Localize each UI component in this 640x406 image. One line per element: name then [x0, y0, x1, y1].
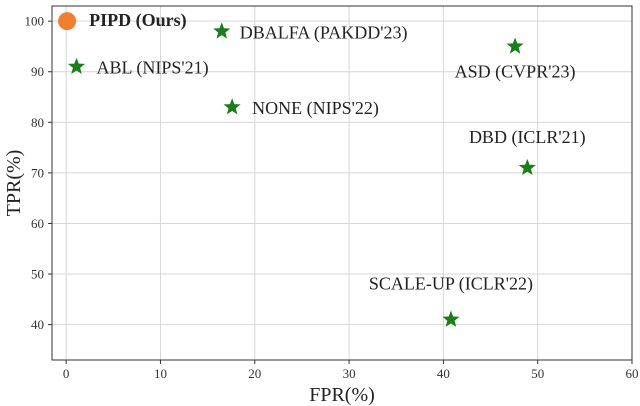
y-tick-label: 90 — [31, 64, 44, 79]
point-scale-up-iclr-22 — [442, 310, 460, 327]
x-tick-label: 40 — [437, 366, 450, 381]
point-dbalfa-pakdd-23 — [213, 22, 231, 39]
label-none-nips-22: NONE (NIPS'22) — [252, 98, 379, 119]
label-dbd-iclr-21: DBD (ICLR'21) — [469, 127, 586, 148]
y-tick-label: 70 — [31, 165, 44, 180]
y-axis-label: TPR(%) — [3, 150, 25, 217]
data-points — [58, 12, 536, 327]
x-tick-label: 0 — [63, 366, 70, 381]
point-abl-nips-21 — [67, 57, 86, 74]
point-labels: PIPD (Ours) DBALFA (PAKDD'23) ABL (NIPS'21… — [89, 10, 586, 294]
y-tick-label: 60 — [31, 216, 44, 231]
x-tick-label: 30 — [343, 366, 356, 381]
point-none-nips-22 — [223, 98, 241, 115]
label-scale-up-iclr-22: SCALE-UP (ICLR'22) — [369, 274, 533, 295]
y-tick-label: 40 — [31, 317, 44, 332]
y-axis-ticks: 40 50 60 70 80 90 100 — [25, 14, 52, 332]
x-tick-label: 60 — [626, 366, 639, 381]
x-tick-label: 10 — [154, 366, 167, 381]
label-dbalfa-pakdd-23: DBALFA (PAKDD'23) — [240, 22, 408, 43]
label-asd-cvpr-23: ASD (CVPR'23) — [455, 61, 576, 82]
x-tick-label: 50 — [531, 366, 544, 381]
label-abl-nips-21: ABL (NIPS'21) — [97, 58, 209, 79]
plot-frame — [51, 5, 633, 361]
x-axis-label: FPR(%) — [309, 384, 375, 406]
y-tick-label: 80 — [31, 115, 44, 130]
point-pipd-ours — [58, 12, 77, 31]
label-pipd-ours: PIPD (Ours) — [89, 10, 187, 31]
grid — [52, 6, 633, 360]
x-axis-ticks: 0 10 20 30 40 50 60 — [63, 360, 639, 381]
point-dbd-iclr-21 — [518, 158, 536, 176]
y-tick-label: 50 — [31, 267, 44, 282]
y-tick-label: 100 — [25, 14, 45, 29]
point-asd-cvpr-23 — [506, 37, 524, 54]
x-tick-label: 20 — [248, 366, 261, 381]
